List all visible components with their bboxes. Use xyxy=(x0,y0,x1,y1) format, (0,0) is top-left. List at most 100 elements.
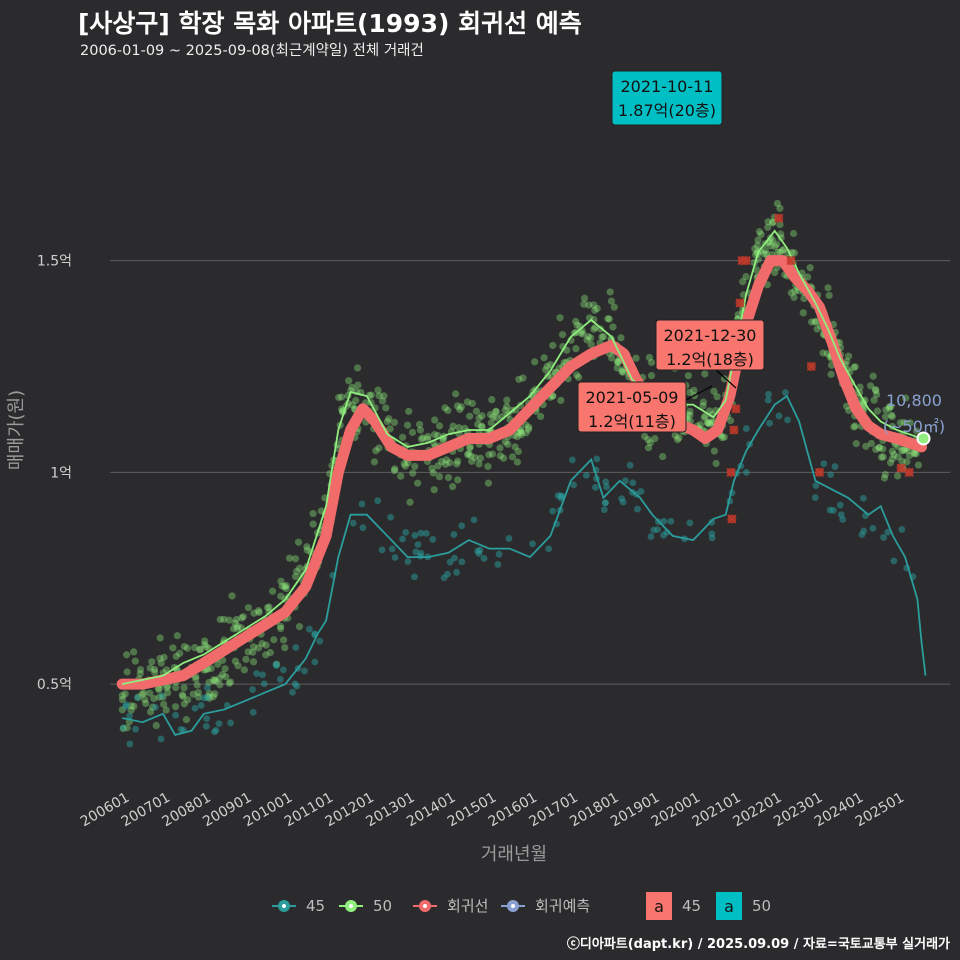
scatter-point-50 xyxy=(870,396,878,404)
scatter-point-45 xyxy=(152,703,159,711)
scatter-point-50 xyxy=(254,607,263,615)
scatter-point-50 xyxy=(270,636,278,644)
scatter-point-50 xyxy=(400,460,408,468)
scatter-point-50 xyxy=(379,397,387,405)
scatter-point-50 xyxy=(580,294,589,302)
scatter-point-50 xyxy=(435,422,444,430)
scatter-point-45 xyxy=(626,461,634,469)
scatter-point-50 xyxy=(587,341,595,349)
scatter-point-45 xyxy=(898,526,906,533)
legend-key-center xyxy=(511,904,515,908)
scatter-point-50 xyxy=(872,386,880,395)
scatter-point-50 xyxy=(405,407,413,415)
scatter-point-50 xyxy=(397,472,405,480)
scatter-point-50 xyxy=(179,692,187,701)
scatter-point-50 xyxy=(406,498,414,506)
scatter-point-50 xyxy=(391,465,399,473)
scatter-point-50 xyxy=(476,454,485,462)
scatter-point-50 xyxy=(686,411,694,419)
scatter-point-50 xyxy=(486,411,495,419)
scatter-point-50 xyxy=(771,268,779,277)
scatter-point-45 xyxy=(859,494,867,502)
scatter-point-50 xyxy=(769,219,777,227)
scatter-point-45 xyxy=(291,680,299,688)
scatter-point-45 xyxy=(305,625,313,633)
scatter-point-45 xyxy=(654,526,661,534)
scatter-point-50 xyxy=(673,436,682,444)
scatter-point-50 xyxy=(173,632,181,640)
scatter-point-50 xyxy=(242,655,250,663)
scatter-point-45 xyxy=(411,573,418,581)
scatter-point-50 xyxy=(380,392,388,400)
y-tick-label: 1억 xyxy=(50,465,72,481)
scatter-point-50 xyxy=(504,440,512,448)
scatter-point-50 xyxy=(880,474,889,482)
scatter-point-45 xyxy=(568,456,576,464)
scatter-point-50 xyxy=(408,428,417,436)
scatter-point-50 xyxy=(647,358,656,367)
scatter-point-50 xyxy=(825,291,833,300)
scatter-point-50 xyxy=(468,457,476,465)
scatter-point-50 xyxy=(632,354,640,362)
scatter-point-50 xyxy=(238,614,246,622)
scatter-point-50 xyxy=(787,289,795,297)
side-label: 10,800 (~50㎡) xyxy=(883,391,945,436)
scatter-point-45 xyxy=(836,501,844,509)
scatter-point-50 xyxy=(484,462,492,471)
scatter-point-50 xyxy=(454,457,462,465)
scatter-point-45 xyxy=(132,725,139,733)
scatter-point-50 xyxy=(277,577,285,585)
scatter-point-45 xyxy=(601,499,609,507)
scatter-point-50 xyxy=(852,440,860,448)
scatter-point-50 xyxy=(699,398,707,406)
scatter-point-50 xyxy=(769,236,777,244)
scatter-point-50 xyxy=(608,354,616,362)
scatter-point-50 xyxy=(466,452,475,460)
legend: 45 50 회귀선 회귀예측 a 45 a 50 xyxy=(272,892,771,920)
scatter-point-50 xyxy=(419,434,427,442)
scatter-point-50 xyxy=(411,462,419,471)
scatter-point-50 xyxy=(503,396,511,404)
scatter-point-50 xyxy=(806,264,814,272)
scatter-point-50 xyxy=(641,432,649,441)
scatter-point-50 xyxy=(869,372,877,380)
scatter-point-50 xyxy=(475,460,483,468)
scatter-point-50 xyxy=(152,721,160,730)
scatter-point-50 xyxy=(598,333,606,341)
scatter-point-50 xyxy=(900,418,908,427)
scatter-point-45 xyxy=(414,541,422,549)
scatter-point-50 xyxy=(791,287,799,295)
y-tick-label: 0.5억 xyxy=(37,677,72,693)
scatter-point-50 xyxy=(444,406,452,415)
y-axis-title: 매매가(원) xyxy=(6,390,27,470)
scatter-point-50 xyxy=(183,644,192,652)
scatter-point-50 xyxy=(739,278,747,286)
scatter-point-50 xyxy=(696,420,705,429)
scatter-point-45 xyxy=(660,517,668,525)
scatter-point-50 xyxy=(872,445,880,454)
scatter-point-50 xyxy=(201,641,209,649)
scatter-point-45 xyxy=(259,671,266,679)
annotation-value: 1.2억(18층) xyxy=(666,350,754,369)
scatter-point-50 xyxy=(778,246,786,255)
scatter-point-50 xyxy=(205,678,213,687)
scatter-point-45 xyxy=(629,479,637,487)
scatter-point-50 xyxy=(882,406,890,414)
scatter-point-50 xyxy=(207,664,215,672)
legend-label: 50 xyxy=(373,897,392,915)
scatter-point-50 xyxy=(197,645,205,654)
scatter-point-50 xyxy=(544,372,552,380)
scatter-point-50 xyxy=(140,689,148,697)
scatter-point-50 xyxy=(121,690,129,698)
scatter-point-50 xyxy=(867,382,875,390)
scatter-point-50 xyxy=(776,220,784,229)
outlier-cross xyxy=(896,463,906,473)
scatter-point-45 xyxy=(831,463,839,470)
scatter-point-50 xyxy=(903,458,911,466)
scatter-point-50 xyxy=(136,665,145,674)
scatter-point-50 xyxy=(151,668,159,677)
scatter-point-50 xyxy=(345,377,353,385)
scatter-point-50 xyxy=(577,329,585,337)
scatter-point-45 xyxy=(119,724,127,732)
scatter-point-50 xyxy=(136,669,144,678)
